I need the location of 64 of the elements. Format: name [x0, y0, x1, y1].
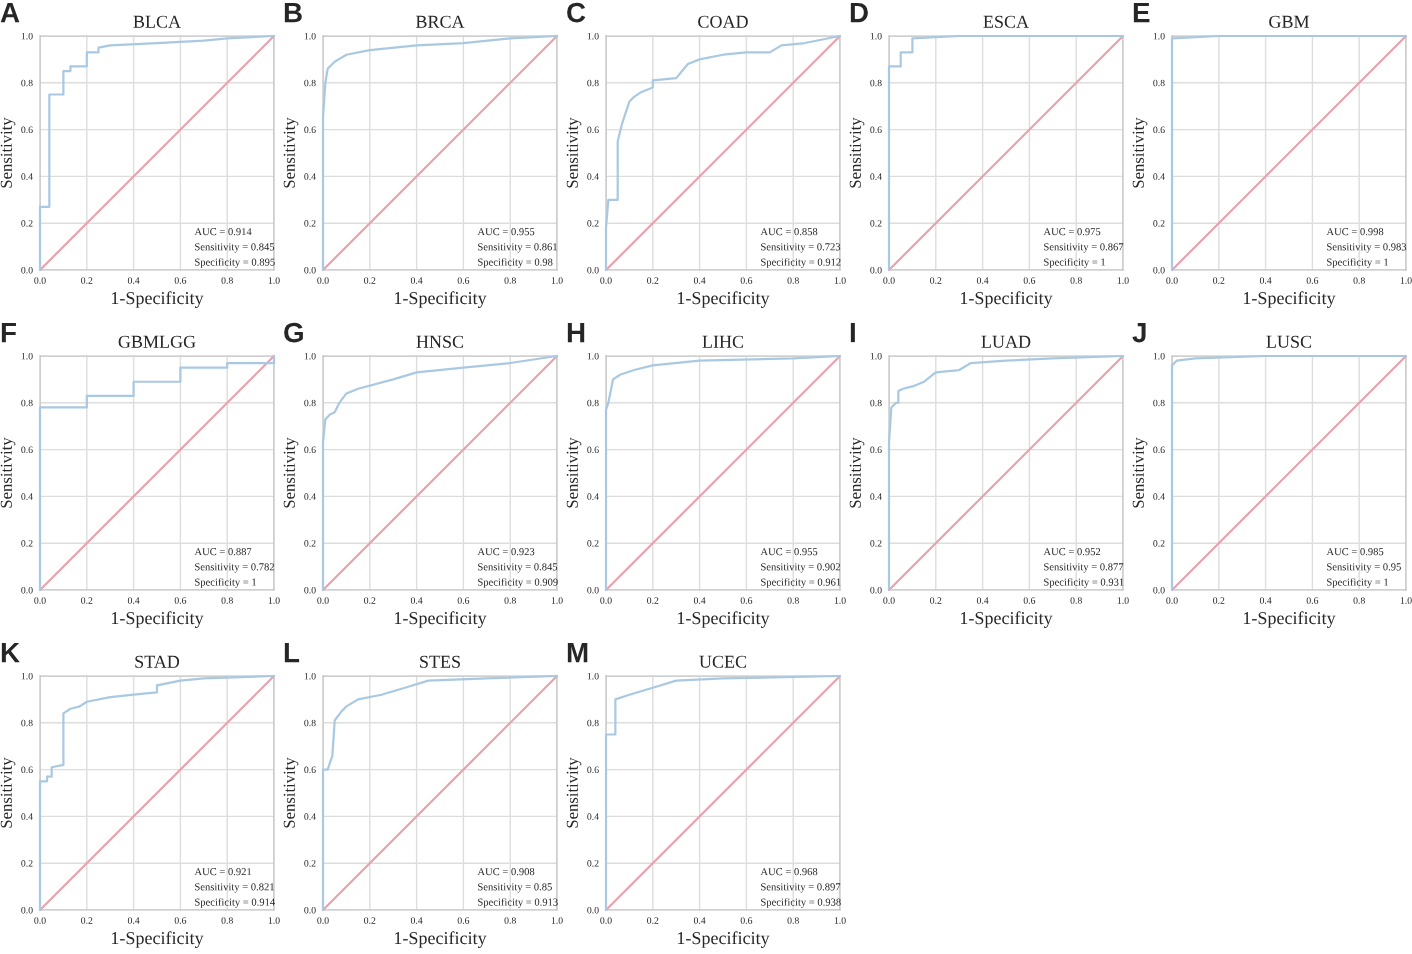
chart-title: BLCA	[133, 15, 181, 28]
text: J	[1132, 323, 1146, 343]
x-axis-title: 1-Specificity	[1243, 291, 1336, 308]
y-axis-title: Sensitivity	[849, 437, 865, 508]
text: H	[567, 323, 585, 343]
y-axis-title: Sensitivity	[283, 757, 299, 828]
line-series	[887, 354, 1125, 592]
y-axis-title: Sensitivity	[0, 757, 16, 828]
x-axis-title: 1-Specificity	[677, 611, 770, 628]
text: I	[850, 323, 855, 343]
chart-title: LUSC	[1266, 335, 1312, 348]
line-series	[321, 674, 559, 912]
y-axis-title: Sensitivity	[283, 117, 299, 188]
line-series	[321, 34, 559, 272]
y-axis-title: Sensitivity	[566, 117, 582, 188]
line-series	[604, 34, 842, 272]
x-axis-title: 1-Specificity	[111, 291, 204, 308]
chart-title: ESCA	[983, 15, 1029, 28]
chart-title: UCEC	[699, 655, 747, 668]
chart-title: BRCA	[415, 15, 465, 28]
x-axis-title: 1-Specificity	[394, 931, 487, 948]
x-axis-title: 1-Specificity	[394, 291, 487, 308]
line-series	[604, 354, 842, 592]
line-series	[1170, 354, 1408, 592]
chart-title: LUAD	[981, 335, 1031, 348]
chart-title: HNSC	[416, 335, 464, 348]
text: E	[1133, 3, 1150, 23]
x-axis-title: 1-Specificity	[111, 931, 204, 948]
chart-title: LIHC	[702, 335, 744, 348]
chart-title: COAD	[698, 15, 748, 28]
line-series	[38, 354, 276, 592]
x-axis-title: 1-Specificity	[960, 291, 1053, 308]
text: C	[567, 2, 586, 23]
y-axis-title: Sensitivity	[849, 117, 865, 188]
line-series	[887, 34, 1125, 272]
x-axis-title: 1-Specificity	[1243, 611, 1336, 628]
y-axis-title: Sensitivity	[283, 437, 299, 508]
line-series	[38, 674, 276, 912]
chart-title: GBM	[1269, 15, 1310, 28]
y-axis-title: Sensitivity	[1132, 117, 1148, 188]
text: D	[850, 3, 868, 23]
y-axis-title: Sensitivity	[566, 437, 582, 508]
line-series	[321, 354, 559, 592]
chart-title: STAD	[135, 655, 180, 668]
text: B	[284, 3, 302, 23]
chart-title: GBMLGG	[118, 335, 196, 348]
x-axis-title: 1-Specificity	[677, 291, 770, 308]
y-axis-title: Sensitivity	[566, 757, 582, 828]
y-axis-title: Sensitivity	[0, 117, 16, 188]
text: F	[1, 323, 16, 343]
x-axis-title: 1-Specificity	[111, 611, 204, 628]
line-series	[38, 34, 276, 272]
x-axis-title: 1-Specificity	[960, 611, 1053, 628]
chart-title: STES	[420, 655, 460, 668]
y-axis-title: Sensitivity	[0, 437, 16, 508]
text: L	[284, 643, 300, 663]
x-axis-title: 1-Specificity	[677, 931, 770, 948]
text: M	[567, 643, 588, 663]
y-axis-title: Sensitivity	[1132, 437, 1148, 508]
x-axis-title: 1-Specificity	[394, 611, 487, 628]
text: A	[0, 3, 20, 23]
text: K	[1, 643, 20, 663]
text: G	[284, 322, 303, 343]
line-series	[604, 674, 842, 912]
